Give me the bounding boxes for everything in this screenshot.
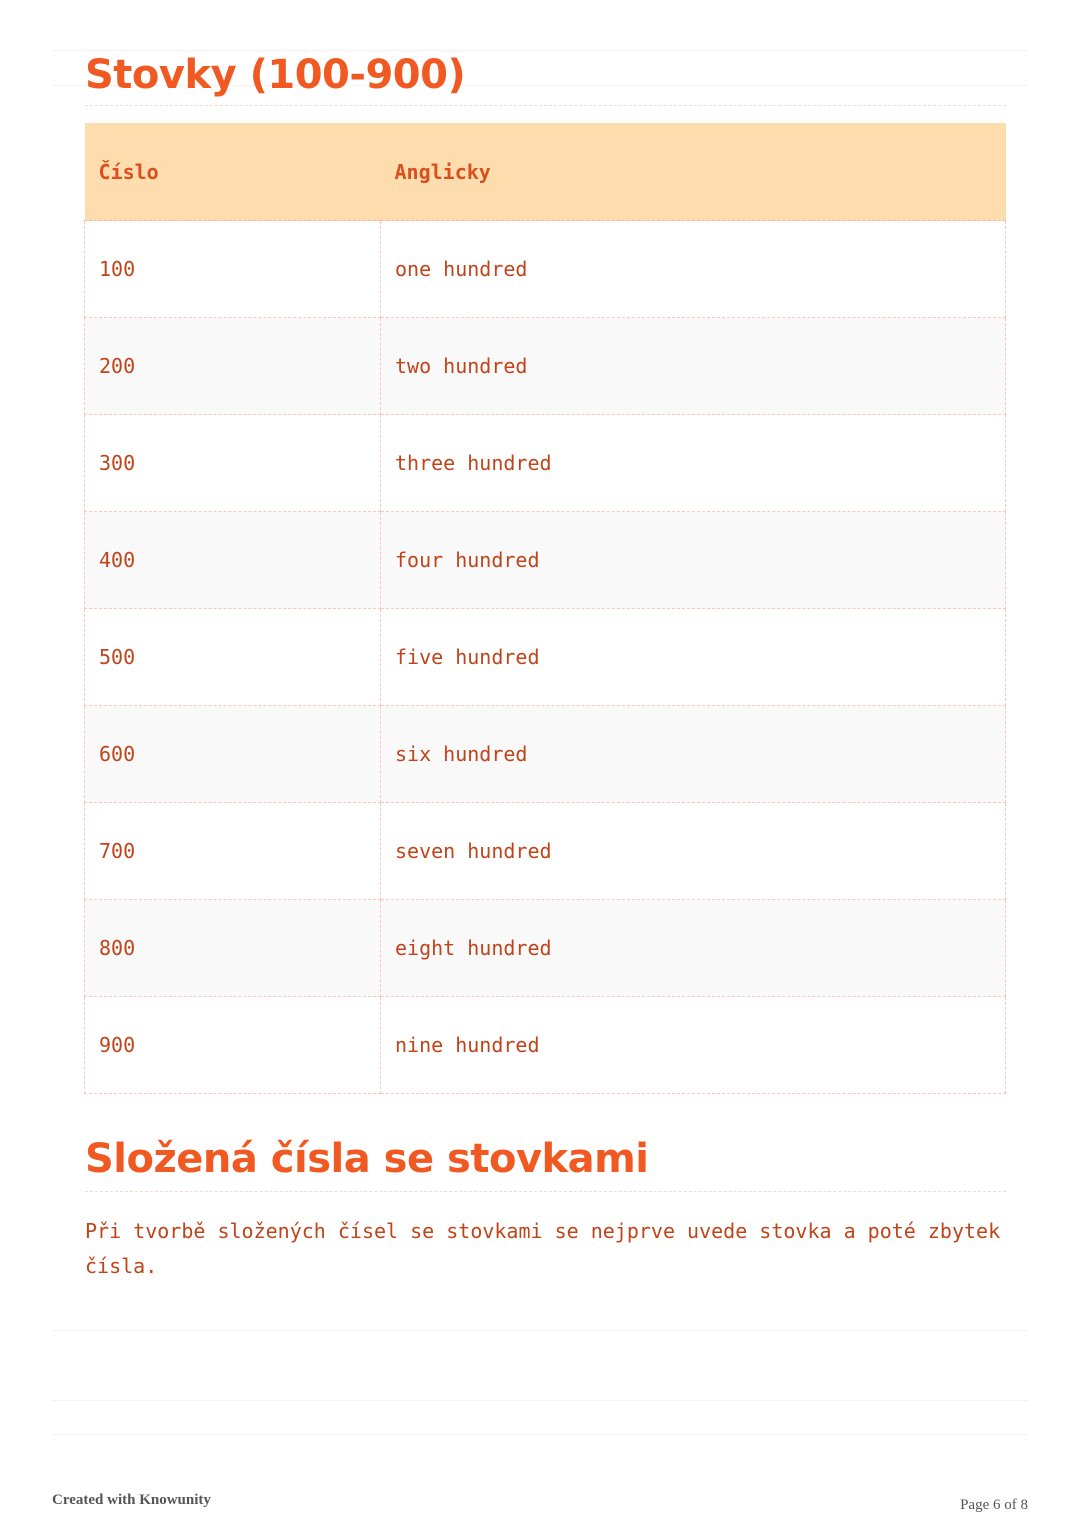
page-number: Page 6 of 8 <box>960 1497 1028 1513</box>
hundreds-table: Číslo Anglicky 100 one hundred 200 two hund… <box>84 123 1006 1094</box>
cell-english: three hundred <box>380 414 1006 512</box>
cell-english: one hundred <box>380 220 1006 318</box>
cell-number: 100 <box>84 220 381 318</box>
ruled-line <box>52 50 1028 51</box>
table-row: 700 seven hundred <box>84 802 1006 900</box>
table-row: 800 eight hundred <box>84 899 1006 997</box>
cell-number: 500 <box>84 608 381 706</box>
cell-english: five hundred <box>380 608 1006 706</box>
table-row: 600 six hundred <box>84 705 1006 803</box>
cell-english: two hundred <box>380 317 1006 415</box>
cell-english: seven hundred <box>380 802 1006 900</box>
cell-number: 900 <box>84 996 381 1094</box>
footer-credit: Created with Knowunity <box>52 1492 211 1508</box>
cell-number: 300 <box>84 414 381 512</box>
table-row: 400 four hundred <box>84 511 1006 609</box>
cell-number: 200 <box>84 317 381 415</box>
ruled-line <box>52 1400 1028 1401</box>
explanation-paragraph: Při tvorbě složených čísel se stovkami s… <box>85 1219 1001 1278</box>
ruled-line <box>52 1330 1028 1331</box>
table-row: 200 two hundred <box>84 317 1006 415</box>
column-header-english: Anglicky <box>380 123 1006 221</box>
cell-english: four hundred <box>380 511 1006 609</box>
table-row: 500 five hundred <box>84 608 1006 706</box>
heading-divider <box>85 1191 1006 1192</box>
section-heading-hundreds: Stovky (100-900) <box>85 52 466 98</box>
cell-number: 700 <box>84 802 381 900</box>
table-row: 900 nine hundred <box>84 996 1006 1094</box>
column-header-number: Číslo <box>84 123 381 221</box>
cell-english: eight hundred <box>380 899 1006 997</box>
ruled-line <box>52 85 1028 86</box>
cell-english: six hundred <box>380 705 1006 803</box>
table-row: 100 one hundred <box>84 220 1006 318</box>
cell-number: 400 <box>84 511 381 609</box>
section-heading-compound: Složená čísla se stovkami <box>85 1136 649 1182</box>
cell-english: nine hundred <box>380 996 1006 1094</box>
cell-number: 600 <box>84 705 381 803</box>
cell-number: 800 <box>84 899 381 997</box>
table-header-row: Číslo Anglicky <box>84 123 1006 221</box>
heading-divider <box>85 105 1006 106</box>
ruled-line <box>52 1434 1028 1435</box>
table-row: 300 three hundred <box>84 414 1006 512</box>
